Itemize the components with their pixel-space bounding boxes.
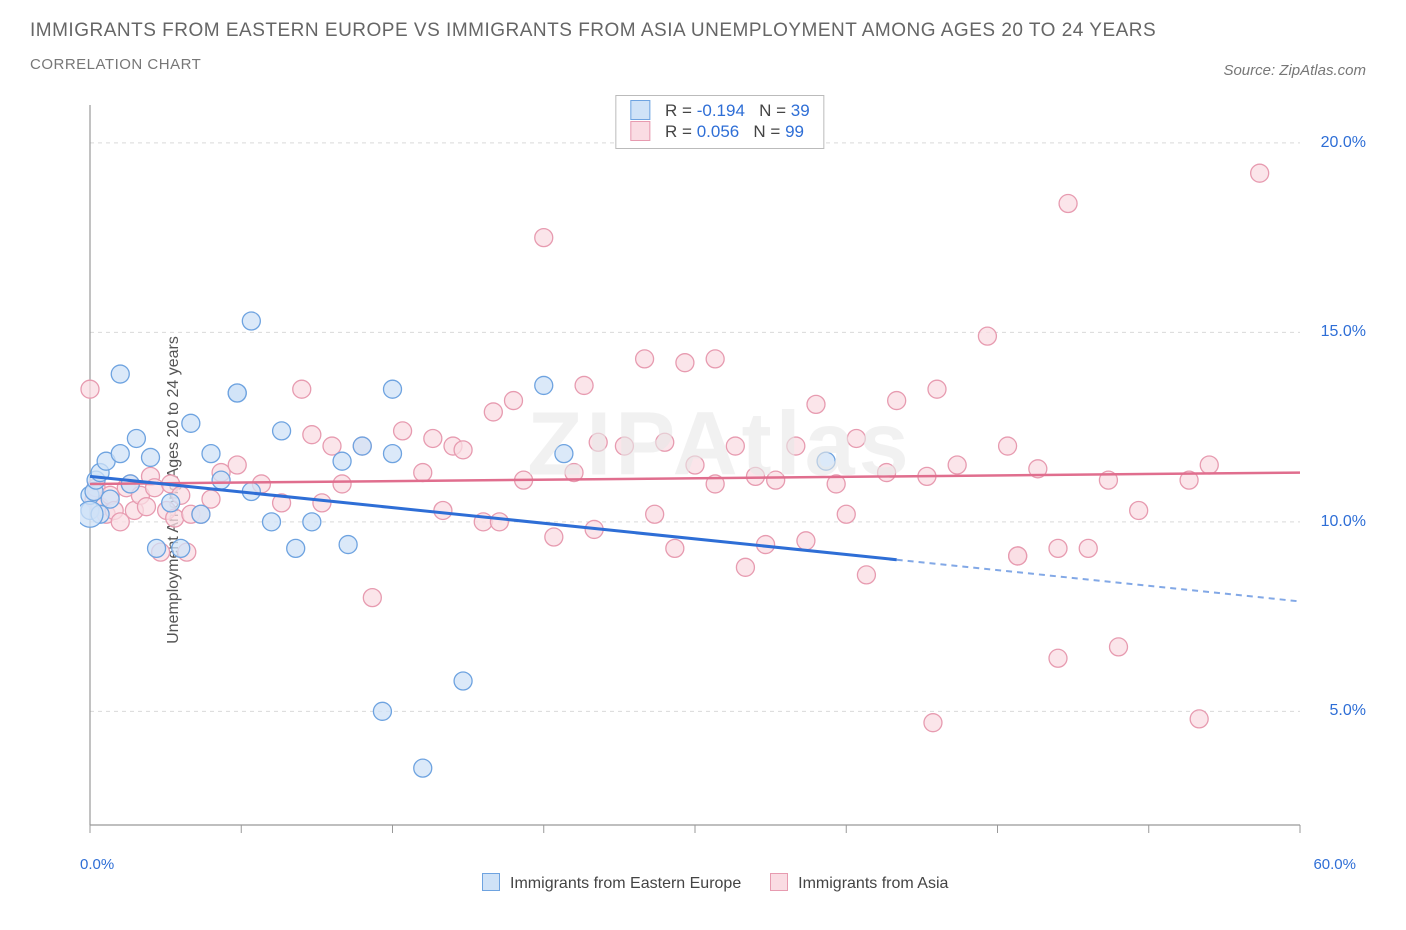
legend-swatch-ee <box>630 100 650 120</box>
y-tick-label: 5.0% <box>1330 702 1366 720</box>
r-value-ee: -0.194 <box>697 101 745 120</box>
legend-row-ee: R = -0.194 N = 39 <box>630 100 809 121</box>
y-tick-label: 10.0% <box>1321 513 1366 531</box>
legend-swatch-series0 <box>482 873 500 891</box>
chart-title: IMMIGRANTS FROM EASTERN EUROPE VS IMMIGR… <box>30 20 1376 42</box>
legend-swatch-series1 <box>770 873 788 891</box>
n-value-asia: 99 <box>785 122 804 141</box>
correlation-legend: R = -0.194 N = 39 R = 0.056 N = 99 <box>615 95 824 149</box>
x-axis-min: 0.0% <box>80 856 114 873</box>
r-value-asia: 0.056 <box>697 122 740 141</box>
chart-subtitle: CORRELATION CHART <box>30 56 1376 73</box>
x-axis-max: 60.0% <box>1313 856 1356 873</box>
legend-label-series1: Immigrants from Asia <box>798 875 948 892</box>
scatter-svg <box>80 95 1360 855</box>
y-tick-label: 20.0% <box>1321 134 1366 152</box>
n-value-ee: 39 <box>791 101 810 120</box>
legend-row-asia: R = 0.056 N = 99 <box>630 121 809 142</box>
legend-swatch-asia <box>630 121 650 141</box>
series-legend: Immigrants from Eastern Europe Immigrant… <box>30 873 1376 893</box>
plot-region: ZIPAtlas R = -0.194 N = 39 R = 0.056 N =… <box>80 95 1360 855</box>
source-attribution: Source: ZipAtlas.com <box>1223 62 1366 79</box>
legend-label-series0: Immigrants from Eastern Europe <box>510 875 741 892</box>
y-tick-label: 15.0% <box>1321 323 1366 341</box>
chart-area: Unemployment Among Ages 20 to 24 years Z… <box>30 95 1376 885</box>
chart-container: IMMIGRANTS FROM EASTERN EUROPE VS IMMIGR… <box>0 0 1406 930</box>
